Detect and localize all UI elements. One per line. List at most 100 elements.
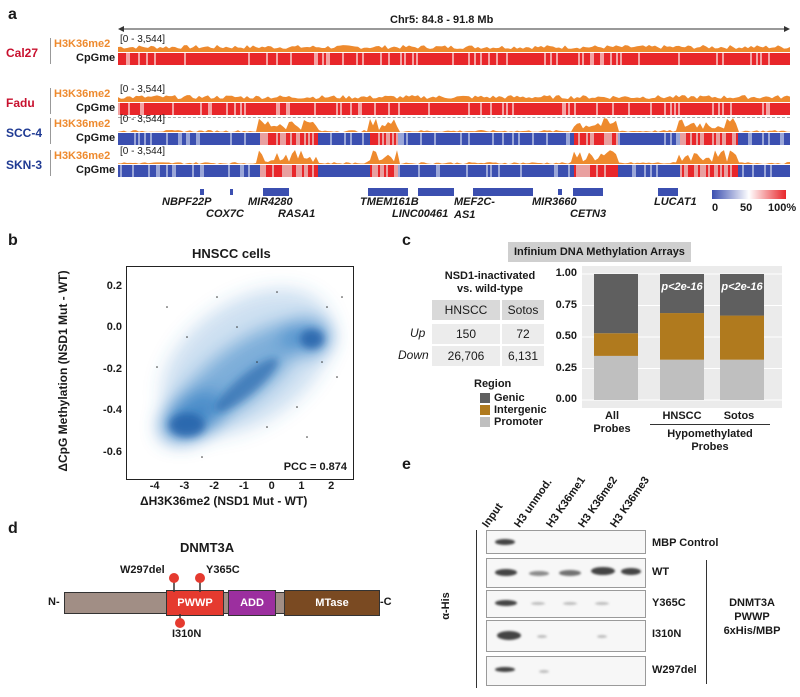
blot-axis-line [476,530,477,688]
bar-segment-promoter [594,355,638,400]
track-meth-label: CpGme [76,102,116,114]
bar-segment-intergenic [720,315,764,360]
pvalue-label: p<2e-16 [660,281,703,293]
group-label-line1: Hypomethylated [667,428,753,440]
bar-y-ticks: 0.00 0.25 0.50 0.75 1.00 [548,266,580,408]
group-label-line2: Probes [691,441,729,453]
y-tick-labels: 0.2 0.0 -0.2 -0.4 -0.6 [90,266,124,478]
group-underline [650,424,770,425]
table-subtitle-line1: NSD1-inactivated [444,270,536,282]
table-cell: 72 [502,324,544,344]
cell-line-label: Cal27 [6,46,39,60]
bar-y-tick: 0.50 [555,330,577,342]
region-legend: Genic Intergenic Promoter [480,392,570,432]
blot-axis-label: α-His [439,592,452,620]
x-tick-label: HNSCC [662,410,702,422]
gene-label: TMEM161B [360,196,419,208]
y-tick: -0.2 [103,362,122,375]
track-signal [118,150,790,177]
blot-i310n [486,620,646,652]
blot-group-label: DNMT3A PWWP 6xHis/MBP [712,596,792,638]
density-plot-area: PCC = 0.874 [126,266,354,480]
bar-y-tick: 0.25 [555,361,577,374]
region-arrow [118,26,790,32]
group-separator [118,117,790,118]
scatter-y-label: ΔCpG Methylation (NSD1 Mut - WT) [56,270,70,472]
legend-mid: 50 [740,202,753,214]
x-tick-labels: -4 -3 -2 -1 0 1 2 [126,480,352,494]
cat-all-line2: Probes [593,423,631,435]
bar-y-tick: 0.75 [555,298,577,311]
bar-segment-genic [594,274,638,334]
table-header-hnscc: HNSCC [432,300,500,320]
y-tick: -0.6 [103,446,122,459]
track-divider [50,118,51,144]
bar-segment-genic [720,274,764,316]
blot-row-label: MBP Control [652,537,719,549]
track-range-label: [0 - 3,544] [120,114,166,125]
methylation-color-legend [712,190,786,199]
gene-annotation-track [200,188,678,196]
track-divider [50,88,51,114]
panel-label-b: b [8,232,18,249]
gene-label: CETN3 [570,208,607,220]
panel-label-e: e [402,456,411,473]
legend-entry: Intergenic [494,404,547,416]
bar-segment-genic [660,274,704,314]
track-meth-label: CpGme [76,52,116,64]
table-cell: 26,706 [432,346,500,366]
x-tick: 0 [268,480,275,492]
gene-label: NBPF22P [162,196,212,208]
x-tick: 1 [298,480,305,492]
blot-y365c [486,590,646,618]
blot-group-line2: PWWP [734,611,770,623]
gene-label: RASA1 [278,208,316,220]
legend-entry: Promoter [494,416,543,428]
blot-group-line3: 6xHis/MBP [723,625,781,637]
c-terminus: -C [380,596,392,608]
bar-segment-promoter [660,359,704,400]
x-tick: -3 [179,480,190,492]
pvalue-label: p<2e-16 [720,281,763,293]
gene-label: MIR3660 [532,196,577,208]
legend-max: 100% [768,202,797,214]
stacked-bar-panel: p<2e-16 p<2e-16 [582,266,782,408]
track-meth-label: CpGme [76,132,116,144]
x-tick: -2 [209,480,219,492]
gene-label: COX7C [206,208,244,220]
scatter-x-label: ΔH3K36me2 (NSD1 Mut - WT) [140,494,308,508]
legend-title: Region [474,378,512,390]
track-mark-label: H3K36me2 [54,118,111,130]
density-plot [156,288,343,458]
legend-swatch [480,405,490,415]
gene-label: LUCAT1 [654,196,697,208]
domain-add: ADD [228,590,276,616]
cell-line-label: Fadu [6,96,35,110]
blot-w297del [486,656,646,686]
mutation-i310n: I310N [172,628,202,640]
track-range-label: [0 - 3,544] [120,146,166,157]
table-row-label: Down [398,348,429,362]
bar-segment-intergenic [594,333,638,356]
x-tick: -1 [238,480,249,492]
panel-label-a: a [8,6,17,23]
blot-row-label: W297del [652,664,697,676]
track-divider [50,150,51,176]
blot-mbp-control [486,530,646,554]
table-cell: 6,131 [502,346,544,366]
track-divider [50,38,51,64]
track-mark-label: H3K36me2 [54,38,111,50]
mutation-lollipops [169,573,205,628]
track-range-label: [0 - 3,544] [120,84,166,95]
gene-label: LINC00461 [392,208,449,220]
y-tick: 0.0 [106,321,122,334]
scatter-title: HNSCC cells [192,246,271,261]
lane-labels: Input H3 unmod. H3 K36me1 H3 K36me2 H3 K36me… [480,458,670,530]
legend-entry: Genic [494,392,525,404]
blot-group-line1: DNMT3A [729,597,775,609]
mutation-w297del: W297del [120,564,165,576]
track-mark-label: H3K36me2 [54,150,111,162]
blot-wt [486,558,646,588]
cell-line-label: SKN-3 [6,158,43,172]
group-bracket [706,560,707,684]
